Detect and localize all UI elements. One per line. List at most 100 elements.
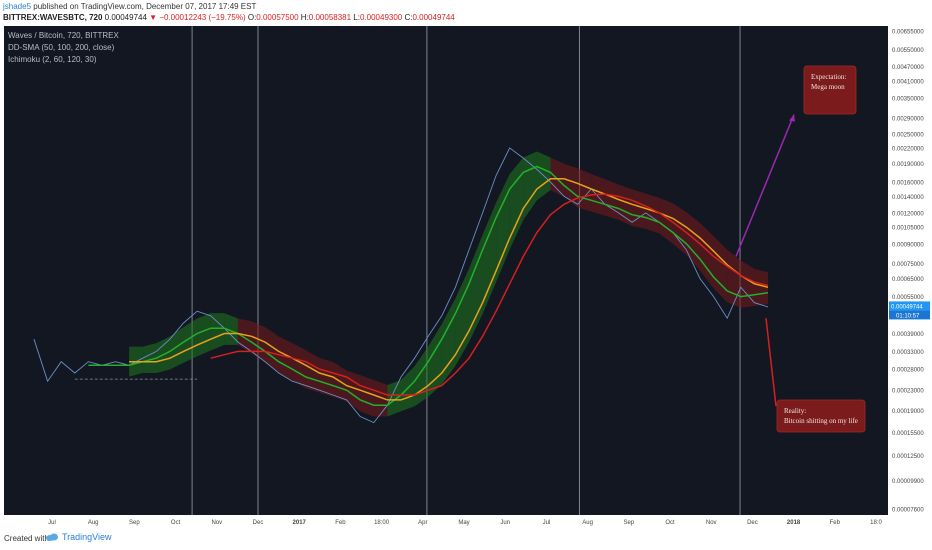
price-tick-label: 0.00410000 — [892, 80, 924, 86]
ichimoku-cloud — [468, 234, 483, 343]
price-tick-label: 0.00140000 — [892, 195, 924, 201]
last-price: 0.00049744 — [104, 13, 147, 22]
high-label: H: — [300, 13, 309, 22]
ichimoku-cloud — [265, 327, 279, 373]
footer: Created with TradingView — [0, 527, 932, 550]
time-tick-label: Apr — [418, 520, 427, 526]
price-tick-label: 0.00120000 — [892, 211, 924, 217]
price-tick-label: 0.00015500 — [892, 431, 924, 437]
ichimoku-cloud — [713, 236, 728, 303]
publish-info: jshade5 published on TradingView.com, De… — [3, 2, 256, 11]
price-tick-label: 0.00220000 — [892, 146, 924, 152]
annotation-text-0: Mega moon — [811, 83, 845, 91]
price-tick-label: 0.00007600 — [892, 508, 924, 514]
ichimoku-cloud — [251, 321, 266, 363]
time-tick-label: Jul — [48, 520, 56, 526]
price-tick-label: 0.00090000 — [892, 242, 924, 248]
time-tick-label: Aug — [582, 520, 593, 526]
price-tick-label: 0.00055000 — [892, 295, 924, 301]
price-tick-label: 0.00065000 — [892, 277, 924, 283]
price-tick-label: 0.00290000 — [892, 117, 924, 123]
time-tick-label: Feb — [335, 520, 346, 526]
tradingview-link[interactable]: TradingView — [62, 532, 112, 542]
reality-pointer — [765, 318, 777, 407]
time-tick-label: Jun — [500, 520, 510, 526]
time-tick-label: Dec — [747, 520, 758, 526]
price-tick-label: 0.00550000 — [892, 48, 924, 54]
close-value: 0.00049744 — [412, 13, 455, 22]
ichimoku-cloud — [305, 350, 320, 393]
price-tick-label: 0.00655000 — [892, 29, 924, 35]
ichimoku-cloud — [604, 179, 619, 220]
price-tick-label: 0.00039000 — [892, 332, 924, 338]
author-link[interactable]: jshade5 — [3, 2, 32, 11]
expectation-arrowhead — [789, 114, 795, 122]
ichimoku-cloud — [632, 189, 646, 229]
ichimoku-cloud — [346, 370, 361, 412]
series-line-0 — [33, 147, 769, 424]
open-value: 0.00057500 — [256, 13, 299, 22]
ichimoku-cloud — [169, 327, 184, 370]
time-tick-label: Dec — [253, 520, 264, 526]
time-tick-label: 2017 — [293, 520, 307, 526]
time-tick-label: Jul — [543, 520, 551, 526]
chart-header: jshade5 published on TradingView.com, De… — [0, 0, 932, 26]
ichimoku-cloud — [278, 336, 293, 381]
annotation-text-1: Bitcoin shitting on my life — [784, 417, 858, 425]
price-tick-label: 0.00033000 — [892, 350, 924, 356]
open-label: O: — [247, 13, 257, 22]
time-tick-label: 2018 — [787, 520, 801, 526]
chart-area[interactable]: 0.00655000 0.00550000 0.00470000 0.00410000… — [4, 26, 930, 527]
series-line-1 — [88, 165, 769, 406]
ichimoku-cloud — [319, 357, 334, 397]
ohlc-line: BITTREX:WAVESBTC, 720 0.00049744 ▼ −0.00… — [3, 13, 455, 22]
time-tick-label: Sep — [623, 520, 634, 526]
annotation-box-0 — [803, 65, 857, 115]
current-price-tag — [889, 301, 930, 311]
ichimoku-cloud — [496, 173, 510, 283]
ichimoku-cloud — [183, 318, 198, 363]
high-value: 0.00058381 — [308, 13, 352, 22]
time-tick-label: Aug — [88, 520, 99, 526]
time-tick-label: Feb — [830, 520, 841, 526]
price-tick-label: 0.00023000 — [892, 389, 924, 395]
time-tick-label: 18:00 — [374, 520, 390, 526]
price-tick-label: 0.00075000 — [892, 262, 924, 268]
ichimoku-cloud — [672, 203, 687, 256]
time-axis — [4, 515, 888, 527]
price-tick-label: 0.00250000 — [892, 133, 924, 139]
annotation-title-1: Reality: — [784, 407, 806, 415]
price-tick-label: 0.00019000 — [892, 409, 924, 415]
ichimoku-cloud — [224, 313, 238, 345]
price-chart[interactable]: 0.00655000 0.00550000 0.00470000 0.00410000… — [4, 26, 930, 527]
close-label: C: — [404, 13, 413, 22]
ichimoku-cloud — [482, 202, 497, 314]
ichimoku-cloud — [550, 157, 565, 197]
low-label: L: — [353, 13, 360, 22]
publish-text: published on TradingView.com, December 0… — [33, 2, 257, 11]
time-tick-label: May — [458, 520, 469, 526]
symbol-label: BITTREX:WAVESBTC, 720 — [3, 13, 103, 22]
ichimoku-cloud — [210, 313, 225, 351]
ichimoku-cloud — [428, 324, 442, 397]
ichimoku-cloud — [659, 197, 673, 244]
ichimoku-cloud — [360, 375, 374, 417]
time-tick-label: Oct — [665, 520, 675, 526]
price-tick-label: 0.00160000 — [892, 181, 924, 187]
current-price-label: 0.00049744 — [891, 304, 923, 310]
low-value: 0.00049300 — [359, 13, 403, 22]
annotation-box-1 — [776, 399, 866, 433]
down-arrow-icon: ▼ — [149, 13, 158, 22]
ichimoku-cloud — [727, 249, 741, 308]
ichimoku-cloud — [292, 343, 306, 389]
ichimoku-cloud — [509, 157, 524, 250]
tradingview-logo-icon — [46, 533, 58, 541]
annotation-title-0: Expectation: — [811, 73, 846, 81]
expectation-arrow — [735, 114, 795, 257]
price-tick-label: 0.00350000 — [892, 97, 924, 103]
time-tick-label: Nov — [706, 520, 717, 526]
price-tick-label: 0.00190000 — [892, 162, 924, 168]
time-tick-label: 18:0 — [870, 520, 882, 526]
ichimoku-cloud — [387, 379, 401, 417]
price-tick-label: 0.00028000 — [892, 368, 924, 374]
